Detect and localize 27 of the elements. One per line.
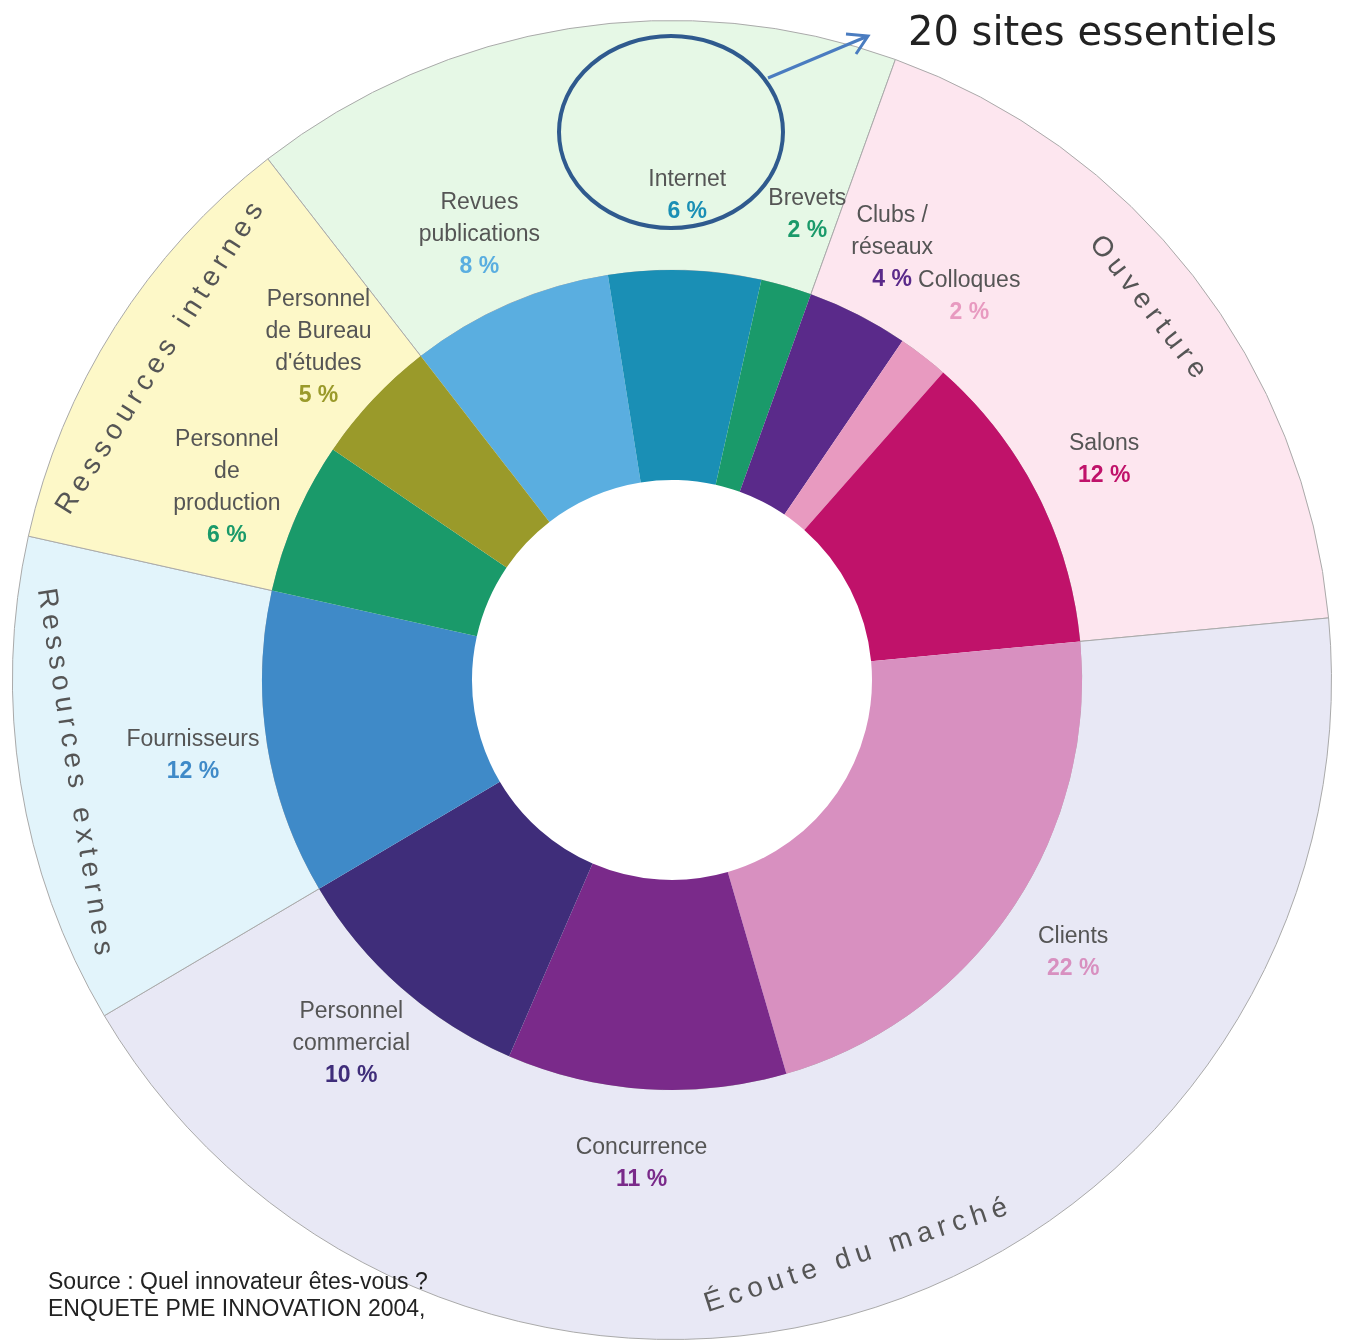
data-label: 12 %: [1077, 461, 1131, 488]
slice-label: Fournisseurs: [126, 725, 260, 752]
slice-label: Internet: [648, 164, 727, 191]
slice-label: Ressources externes: [31, 585, 122, 963]
data-label: 6 %: [667, 196, 708, 223]
data-label: 5 %: [298, 381, 339, 408]
data-label: 2 %: [787, 215, 828, 242]
slice-label: Concurrence: [575, 1133, 708, 1160]
data-label: 8 %: [459, 252, 500, 279]
data-label: 2 %: [949, 298, 990, 325]
slice-label: Personnel commercial: [292, 997, 411, 1056]
data-label: 12 %: [166, 757, 220, 784]
slice-label: Brevets: [768, 183, 847, 210]
data-label: 22 %: [1046, 953, 1100, 980]
slice-label: Clubs / réseaux: [851, 201, 934, 260]
data-label: 10 %: [325, 1061, 378, 1088]
data-label: 6 %: [207, 520, 247, 547]
slice-label: Clients: [1037, 921, 1109, 948]
slice-label: Revues publications: [418, 188, 541, 247]
text: 20 sites essentiels: [908, 8, 1278, 54]
source-note: Source : Quel innovateur êtes-vous ? ENQUETE PME INNOVATION 2004,: [48, 1268, 428, 1322]
data-label: 4 %: [872, 265, 913, 292]
slice-label: Salons: [1068, 429, 1140, 456]
slice-label: Personnel de production: [173, 424, 281, 515]
data-label: 11 %: [615, 1165, 668, 1192]
slice-label: Colloques: [918, 266, 1021, 293]
slice-label: Personnel de Bureau d'études: [265, 285, 372, 376]
